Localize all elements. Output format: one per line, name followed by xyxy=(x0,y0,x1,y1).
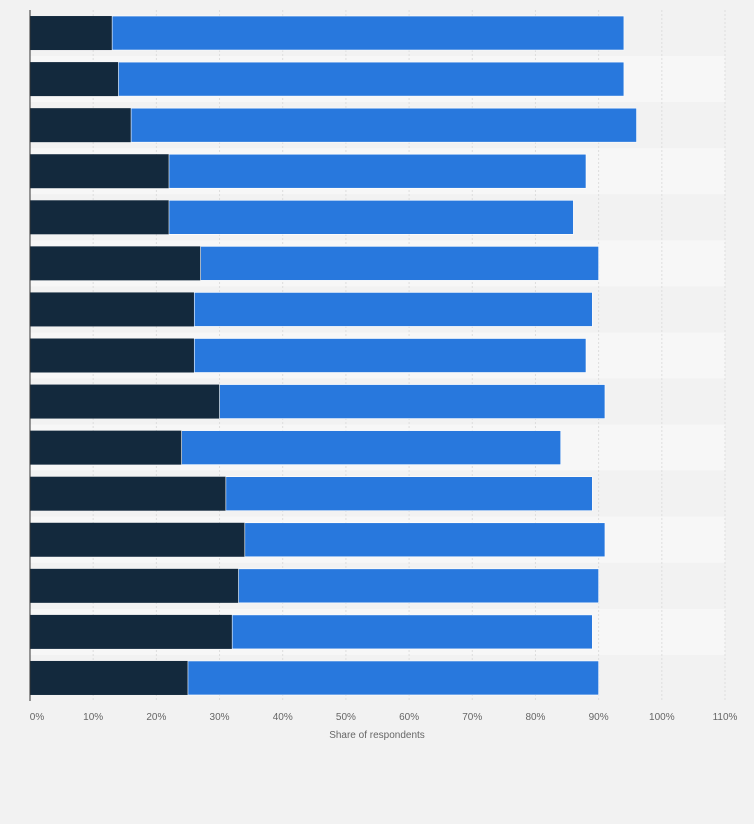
bar-segment-blue xyxy=(187,660,599,696)
bars xyxy=(30,15,637,696)
bar-segment-blue xyxy=(200,246,599,281)
bar-segment-blue xyxy=(181,430,562,465)
bar-segment-blue xyxy=(231,614,593,650)
bar-segment-dark xyxy=(30,246,201,281)
bar-segment-blue xyxy=(193,338,587,373)
bar-segment-blue xyxy=(238,568,599,604)
bar-segment-dark xyxy=(30,614,233,649)
bar-segment-dark xyxy=(30,430,182,465)
bar-segment-dark xyxy=(30,476,226,511)
x-tick-label: 100% xyxy=(649,712,675,723)
x-tick-label: 80% xyxy=(525,712,545,723)
x-axis-ticks: 0% 10% 20% 30% 40% 50% 60% 70% 80% 90% 100% 110% xyxy=(30,712,738,723)
bar-segment-dark xyxy=(30,522,245,557)
x-tick-label: 10% xyxy=(83,712,103,723)
x-tick-label: 30% xyxy=(210,712,230,723)
bar-segment-dark xyxy=(30,338,195,373)
bar-segment-blue xyxy=(130,107,637,143)
bar-segment-blue xyxy=(168,200,574,235)
bar-segment-dark xyxy=(30,108,132,143)
x-tick-label: 60% xyxy=(399,712,419,723)
bar-segment-dark xyxy=(30,660,188,695)
bar-segment-dark xyxy=(30,384,220,419)
bar-segment-blue xyxy=(225,476,593,512)
x-tick-label: 110% xyxy=(713,712,738,723)
x-tick-label: 20% xyxy=(146,712,166,723)
x-tick-label: 50% xyxy=(336,712,356,723)
bar-segment-blue xyxy=(244,522,606,558)
bar-segment-blue xyxy=(168,153,587,189)
bar-segment-blue xyxy=(219,384,606,419)
bar-segment-dark xyxy=(30,154,169,189)
x-tick-label: 70% xyxy=(462,712,482,723)
bar-segment-blue xyxy=(111,15,625,51)
bar-segment-dark xyxy=(30,16,113,51)
bar-segment-dark xyxy=(30,200,169,235)
bar-segment-dark xyxy=(30,568,239,603)
x-axis-label: Share of respondents xyxy=(329,730,425,741)
bar-segment-blue xyxy=(193,292,593,327)
x-tick-label: 0% xyxy=(30,712,45,723)
x-tick-label: 90% xyxy=(589,712,609,723)
bar-segment-dark xyxy=(30,62,119,97)
x-tick-label: 40% xyxy=(273,712,293,723)
bar-segment-blue xyxy=(118,61,625,97)
bar-segment-dark xyxy=(30,292,195,327)
